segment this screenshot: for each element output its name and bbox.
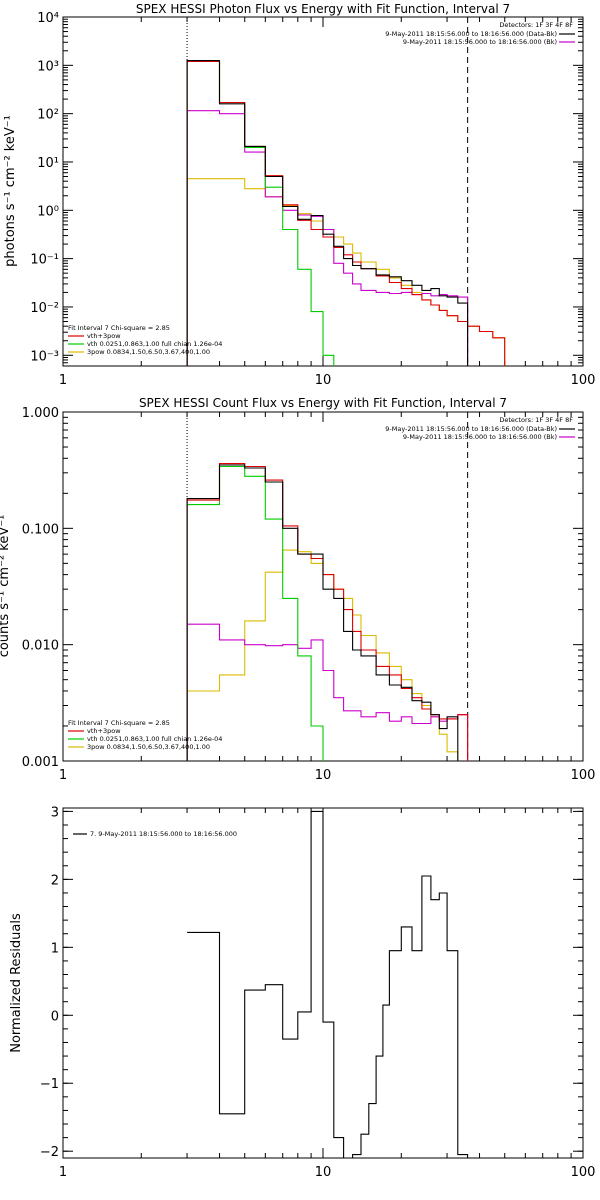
y-tick-label: 1 — [51, 941, 59, 956]
y-tick-label: 0.001 — [22, 755, 59, 770]
plot-area — [186, 17, 506, 366]
y-tick-label: 0.100 — [22, 522, 59, 537]
x-tick-label: 10 — [315, 373, 332, 388]
x-tick-label: 100 — [571, 1165, 596, 1180]
x-tick-label: 1 — [59, 373, 67, 388]
legend-fit-entry: 3pow 0.0834,1.50,6.50,3.67,400,1.00 — [87, 348, 210, 356]
legend-entry: 9-May-2011 18:15:56.000 to 18:16:56.000 … — [385, 425, 557, 433]
legend-fit-entry: vth 0.0251,0.863,1.00 full chian 1.26e-0… — [87, 340, 222, 348]
y-axis-label: counts s⁻¹ cm⁻² keV⁻¹ — [0, 515, 12, 658]
y-tick-label: 10⁻³ — [30, 349, 59, 364]
y-tick-label: 10³ — [37, 59, 59, 74]
y-tick-label: 10⁴ — [37, 11, 59, 26]
series-residuals — [187, 810, 469, 1158]
series-powerlaw — [186, 178, 506, 366]
chart-title: SPEX HESSI Photon Flux vs Energy with Fi… — [136, 2, 510, 16]
y-tick-label: 10¹ — [37, 156, 59, 171]
series-background — [186, 110, 469, 366]
y-tick-label: −2 — [40, 1145, 59, 1160]
x-tick-label: 10 — [315, 1165, 332, 1180]
legend-fit-entry: vth+3pow — [87, 332, 121, 340]
legend-entry: 9-May-2011 18:15:56.000 to 18:16:56.000 … — [403, 38, 557, 46]
y-tick-label: 3 — [51, 805, 59, 820]
x-tick-label: 1 — [59, 1165, 67, 1180]
legend-fit-header: Fit Interval 7 Chi-square = 2.85 — [68, 324, 170, 332]
chart-title: SPEX HESSI Count Flux vs Energy with Fit… — [139, 396, 507, 410]
y-axis-label: Normalized Residuals — [9, 913, 24, 1053]
legend-entry: 7. 9-May-2011 18:15:56.000 to 18:16:56.0… — [90, 830, 237, 838]
y-axis-label: photons s⁻¹ cm⁻² keV⁻¹ — [3, 115, 18, 267]
legend-fit-entry: vth+3pow — [87, 727, 121, 735]
y-tick-label: 0 — [51, 1009, 59, 1024]
plot-area — [186, 412, 469, 761]
legend-entry: 9-May-2011 18:15:56.000 to 18:16:56.000 … — [385, 30, 557, 38]
x-tick-label: 10 — [315, 768, 332, 783]
series-data — [186, 464, 459, 761]
y-tick-label: −1 — [40, 1077, 59, 1092]
series-total — [186, 60, 506, 366]
series-total — [186, 463, 469, 761]
x-tick-label: 100 — [571, 768, 596, 783]
y-tick-label: 10² — [37, 108, 59, 123]
legend-detectors: Detectors: 1F 3F 4F 8F — [499, 21, 573, 29]
count-flux-chart: SPEX HESSI Count Flux vs Energy with Fit… — [0, 396, 596, 783]
photon-flux-chart: SPEX HESSI Photon Flux vs Energy with Fi… — [3, 2, 596, 388]
series-thermal — [186, 60, 335, 366]
legend-fit-header: Fit Interval 7 Chi-square = 2.85 — [68, 719, 170, 727]
y-tick-label: 10⁻¹ — [30, 253, 59, 268]
legend-fit-entry: 3pow 0.0834,1.50,6.50,3.67,400,1.00 — [87, 743, 210, 751]
y-tick-label: 1.000 — [22, 406, 59, 421]
series-data — [186, 60, 469, 366]
x-tick-label: 100 — [571, 373, 596, 388]
x-tick-label: 1 — [59, 768, 67, 783]
legend-detectors: Detectors: 1F 3F 4F 8F — [499, 416, 573, 424]
y-tick-label: 10⁻² — [30, 301, 59, 316]
plot-area — [187, 810, 469, 1158]
series-background — [186, 623, 469, 761]
legend-fit-entry: vth 0.0251,0.863,1.00 full chian 1.26e-0… — [87, 735, 222, 743]
residuals-chart: Normalized Residuals 1 10 100 −2 −1 0 1 2 3 7. 9-M… — [9, 805, 596, 1180]
y-tick-label: 2 — [51, 873, 59, 888]
y-tick-label: 0.010 — [22, 639, 59, 654]
y-tick-label: 10⁰ — [37, 204, 59, 219]
legend-entry: 9-May-2011 18:15:56.000 to 18:16:56.000 … — [403, 433, 557, 441]
